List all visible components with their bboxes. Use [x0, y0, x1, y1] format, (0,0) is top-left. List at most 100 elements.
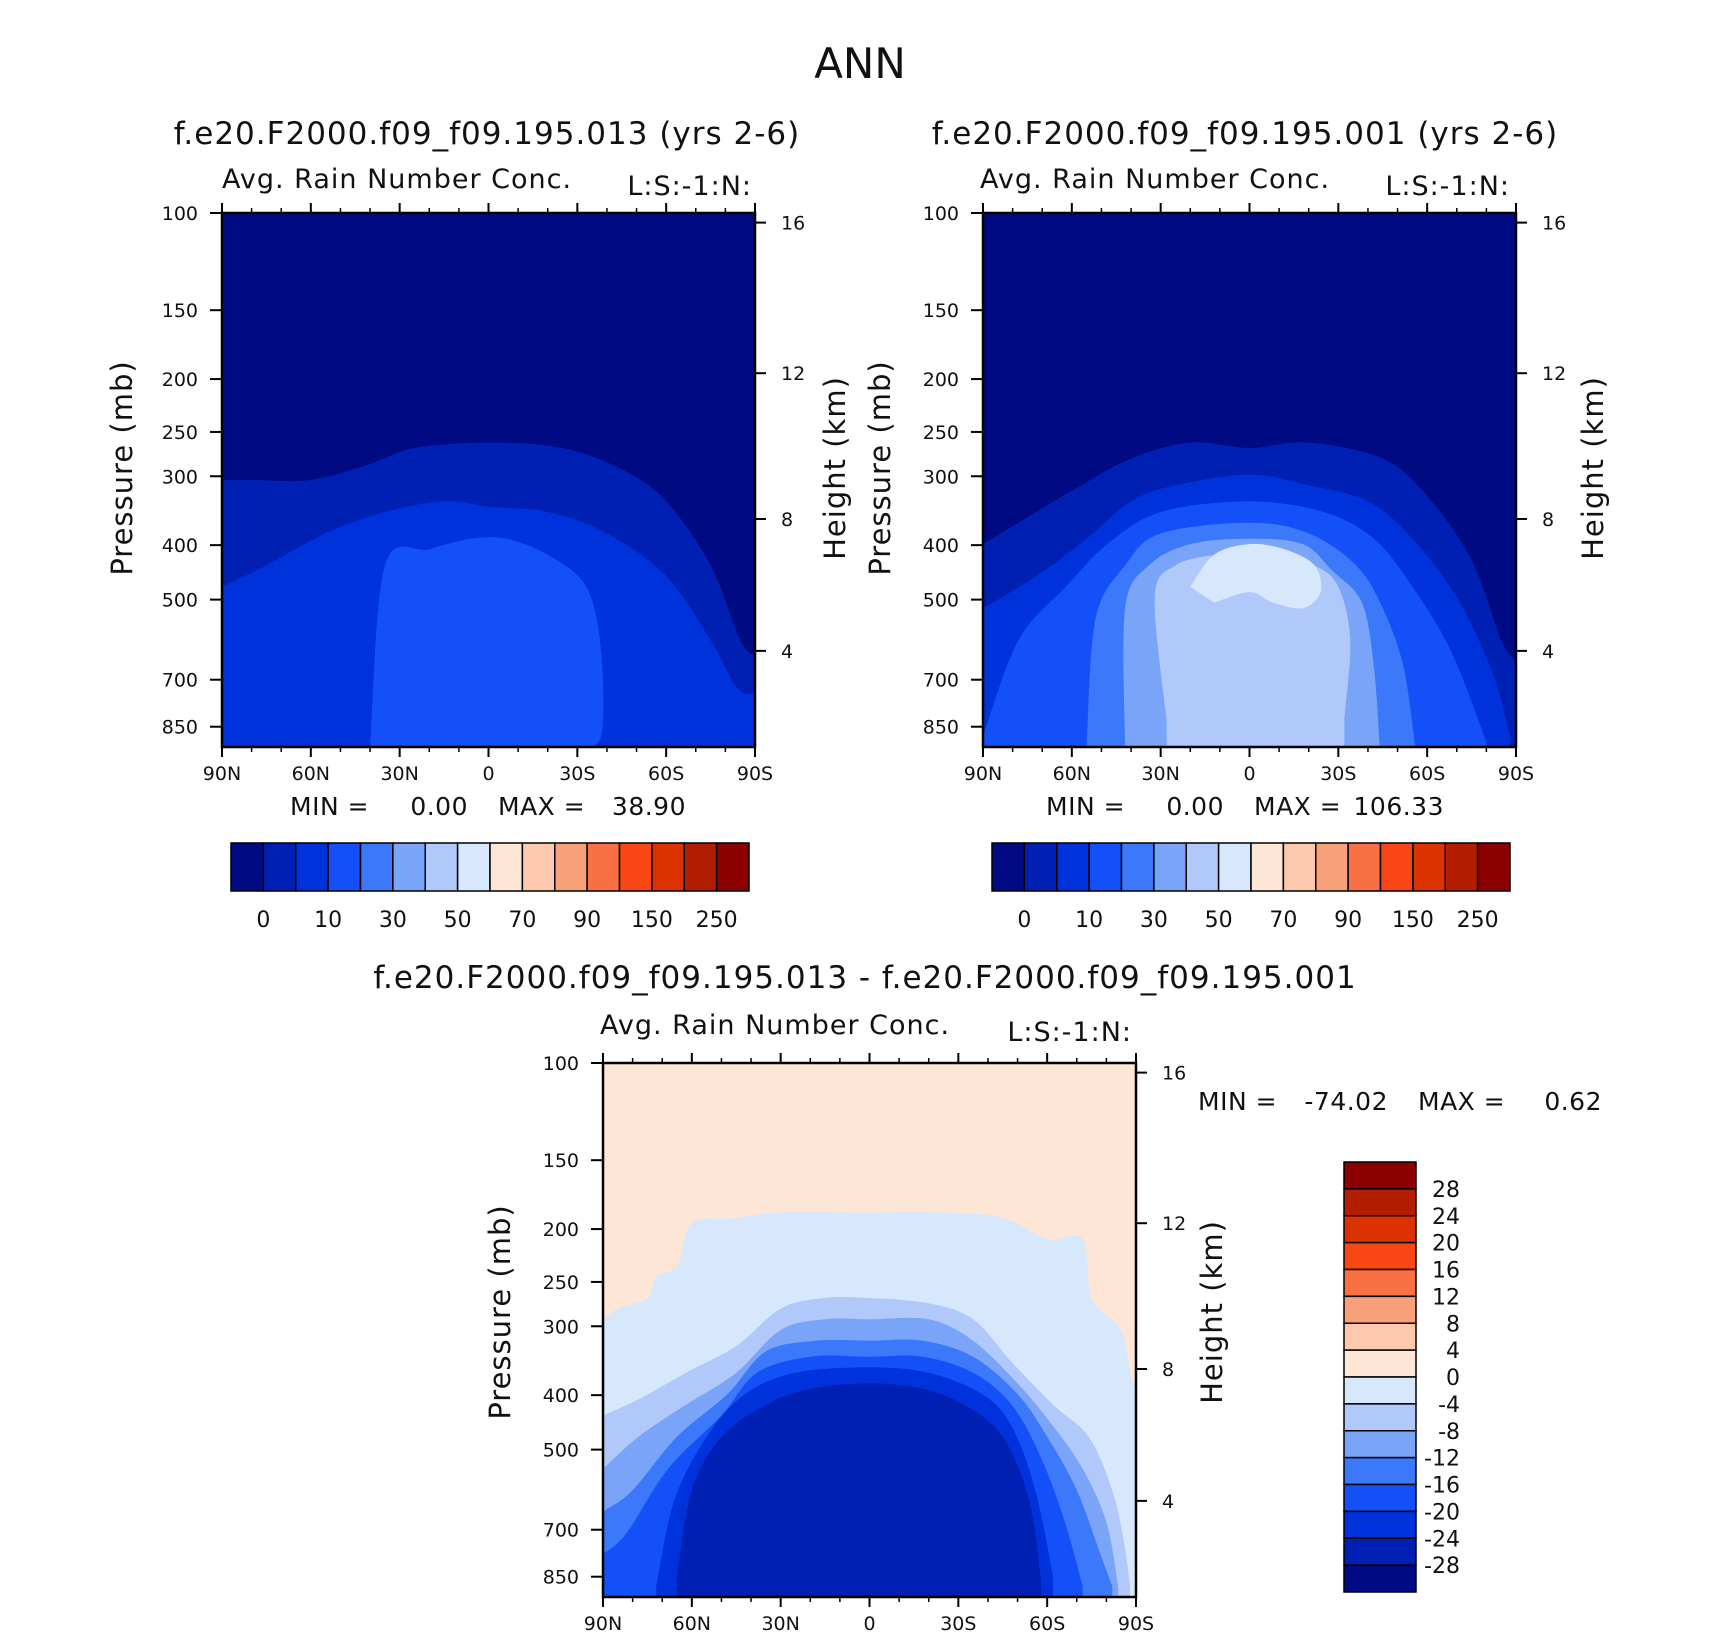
colorbar-label-model2-3: 50	[1205, 908, 1233, 933]
colorbar-label-model1-3: 50	[444, 908, 472, 933]
x-tick-label-model2-3: 0	[1243, 763, 1255, 785]
contour-field-model2	[983, 213, 1516, 747]
colorbar-label-model2-4: 70	[1269, 908, 1297, 933]
height-tick-label-model1-3: 4	[781, 641, 793, 663]
x-tick-label-diff-0: 90N	[584, 1613, 622, 1633]
y-tick-label-model2-7: 700	[923, 670, 959, 692]
y-tick-label-model2-5: 400	[923, 535, 959, 557]
figure-title: ANN	[814, 39, 906, 88]
colorbar-label-model1-5: 90	[573, 908, 601, 933]
colorbar-label-model2-6: 150	[1392, 908, 1434, 933]
colorbar-swatch-model2-2	[1056, 842, 1090, 892]
max-label-model1: MAX =	[498, 792, 585, 821]
colorbar-swatch-model1-11	[586, 842, 621, 892]
colorbar-swatch-diff-12	[1343, 1483, 1417, 1513]
colorbar-label-diff-8: -4	[1438, 1393, 1460, 1418]
colorbar-label-diff-11: -16	[1424, 1474, 1460, 1499]
units-label-diff: L:S:-1:N:	[1007, 1017, 1132, 1048]
colorbar-label-diff-14: -28	[1424, 1554, 1460, 1579]
colorbar-swatch-model1-6	[424, 842, 459, 892]
colorbar-label-diff-1: 24	[1432, 1205, 1460, 1230]
contour-band-model1-2	[370, 537, 604, 747]
x-tick-label-model2-2: 30N	[1141, 763, 1179, 785]
height-tick-label-model2-0: 16	[1542, 213, 1566, 235]
colorbar-swatch-model1-9	[521, 842, 556, 892]
colorbar-swatch-model2-8	[1250, 842, 1285, 892]
ylabel-left-model2: Pressure (mb)	[863, 360, 897, 575]
colorbar-label-model2-0: 0	[1017, 908, 1031, 933]
colorbar-label-diff-3: 16	[1432, 1259, 1460, 1284]
colorbar-swatch-diff-5	[1343, 1295, 1417, 1324]
min-label-diff: MIN =	[1198, 1087, 1277, 1116]
colorbar-label-diff-0: 28	[1432, 1178, 1460, 1203]
y-tick-label-model2-6: 500	[923, 590, 959, 612]
plot-area-model2: 90N 60N 30N 0 30S 60S 90S 100 150 200 250 300 400 500…	[923, 203, 1566, 785]
max-value-model1: 38.90	[612, 792, 686, 821]
colorbar-label-model1-2: 30	[379, 908, 407, 933]
colorbar-swatch-diff-9	[1343, 1403, 1417, 1432]
colorbar-label-diff-4: 12	[1432, 1285, 1460, 1310]
max-label-diff: MAX =	[1418, 1087, 1505, 1116]
panel-diff: f.e20.F2000.f09_f09.195.013 - f.e20.F200…	[373, 960, 1601, 1633]
y-tick-label-model2-2: 200	[923, 369, 959, 391]
colorbar-model2: 0 10 30 50 70 90 150 250	[991, 842, 1511, 933]
y-tick-label-diff-7: 700	[543, 1520, 579, 1542]
colorbar-label-model1-0: 0	[256, 908, 270, 933]
height-tick-label-model2-1: 12	[1542, 363, 1566, 385]
colorbar-label-model1-4: 70	[508, 908, 536, 933]
colorbar-swatch-model2-3	[1088, 842, 1123, 892]
colorbar-swatch-model1-13	[651, 842, 685, 892]
height-tick-label-model2-3: 4	[1542, 641, 1554, 663]
colorbar-swatch-diff-10	[1343, 1430, 1417, 1459]
colorbar-swatch-diff-14	[1343, 1537, 1417, 1566]
colorbar-label-model2-5: 90	[1334, 908, 1362, 933]
colorbar-swatch-model2-10	[1315, 842, 1349, 892]
colorbar-label-model2-2: 30	[1140, 908, 1168, 933]
colorbar-swatch-diff-6	[1343, 1322, 1417, 1351]
colorbar-swatch-model2-14	[1444, 842, 1479, 892]
colorbar-swatch-model1-14	[683, 842, 718, 892]
colorbar-swatch-diff-1	[1343, 1188, 1417, 1217]
x-tick-label-diff-5: 60S	[1029, 1613, 1065, 1633]
min-value-diff: -74.02	[1304, 1087, 1388, 1116]
y-tick-label-model1-4: 300	[162, 466, 198, 488]
height-tick-label-diff-0: 16	[1162, 1063, 1186, 1085]
y-tick-label-model2-1: 150	[923, 300, 959, 322]
panel-model2: f.e20.F2000.f09_f09.195.001 (yrs 2-6) Av…	[863, 116, 1610, 933]
x-tick-label-model1-2: 30N	[380, 763, 418, 785]
colorbar-label-diff-9: -8	[1438, 1420, 1460, 1445]
colorbar-swatch-model1-2	[295, 842, 329, 892]
colorbar-swatch-model1-10	[554, 842, 588, 892]
x-tick-label-diff-6: 90S	[1118, 1613, 1154, 1633]
ylabel-right-model1: Height (km)	[818, 376, 852, 560]
var-title-model1: Avg. Rain Number Conc.	[222, 164, 572, 195]
ylabel-left-diff: Pressure (mb)	[483, 1204, 517, 1419]
ylabel-right-model2: Height (km)	[1576, 376, 1610, 560]
height-tick-label-diff-3: 4	[1162, 1491, 1174, 1513]
y-tick-label-model2-4: 300	[923, 466, 959, 488]
x-tick-label-model1-4: 30S	[559, 763, 595, 785]
y-tick-label-diff-5: 400	[543, 1385, 579, 1407]
colorbar-swatch-model1-15	[715, 842, 750, 892]
y-tick-label-model1-1: 150	[162, 300, 198, 322]
min-label-model2: MIN =	[1046, 792, 1125, 821]
ylabel-right-diff: Height (km)	[1195, 1220, 1229, 1404]
var-title-model2: Avg. Rain Number Conc.	[980, 164, 1330, 195]
colorbar-swatch-model2-1	[1023, 842, 1058, 892]
y-tick-label-diff-0: 100	[543, 1053, 579, 1075]
y-tick-label-diff-4: 300	[543, 1316, 579, 1338]
colorbar-swatch-model2-6	[1185, 842, 1220, 892]
x-tick-label-model2-4: 30S	[1320, 763, 1356, 785]
colorbar-swatch-model2-5	[1153, 842, 1187, 892]
plot-area-diff: 90N 60N 30N 0 30S 60S 90S 100 150 200 250 300 400 500…	[543, 1053, 1186, 1633]
x-tick-label-diff-3: 0	[863, 1613, 875, 1633]
colorbar-label-model2-7: 250	[1457, 908, 1499, 933]
colorbar-swatch-diff-7	[1343, 1349, 1417, 1378]
y-tick-label-model1-3: 250	[162, 422, 198, 444]
x-tick-label-model1-0: 90N	[203, 763, 241, 785]
colorbar-label-diff-13: -24	[1424, 1527, 1460, 1552]
y-tick-label-diff-2: 200	[543, 1219, 579, 1241]
colorbar-swatch-model1-5	[392, 842, 426, 892]
y-tick-label-diff-1: 150	[543, 1150, 579, 1172]
